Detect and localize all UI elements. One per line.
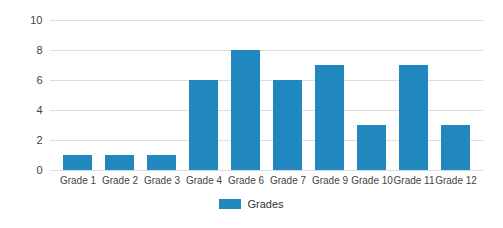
svg-text:6: 6 (36, 74, 42, 86)
svg-text:Grade 1: Grade 1 (60, 175, 97, 186)
svg-text:8: 8 (36, 44, 42, 56)
svg-text:Grade 4: Grade 4 (186, 175, 223, 186)
svg-text:Grade 2: Grade 2 (102, 175, 139, 186)
svg-text:Grade 9: Grade 9 (312, 175, 349, 186)
svg-text:Grade 11: Grade 11 (394, 175, 435, 186)
svg-text:Grade 10: Grade 10 (351, 175, 393, 186)
svg-text:0: 0 (36, 164, 42, 176)
svg-text:Grade 12: Grade 12 (435, 175, 477, 186)
svg-text:Grade 6: Grade 6 (228, 175, 265, 186)
svg-text:Grade 3: Grade 3 (144, 175, 181, 186)
svg-text:2: 2 (36, 134, 42, 146)
html-text:Grades: Grades (247, 198, 284, 210)
svg-text:Grade 7: Grade 7 (270, 175, 307, 186)
svg-text:10: 10 (30, 14, 42, 26)
svg-text:4: 4 (36, 104, 42, 116)
